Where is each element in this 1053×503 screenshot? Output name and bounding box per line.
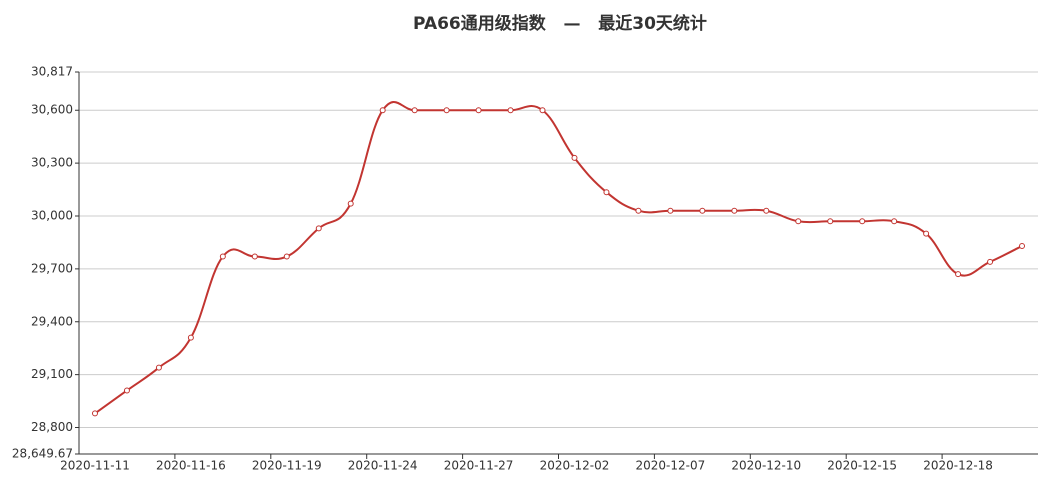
y-tick-label: 28,649.67 [12, 447, 73, 461]
point [283, 253, 290, 260]
point [763, 207, 770, 214]
x-tick-label: 2020-12-07 [636, 459, 706, 473]
point [91, 410, 98, 417]
point [923, 230, 930, 237]
point [699, 207, 706, 214]
point [219, 253, 226, 260]
point [155, 364, 162, 371]
point [187, 334, 194, 341]
point [507, 107, 514, 114]
point [475, 107, 482, 114]
point [347, 200, 354, 207]
point [667, 207, 674, 214]
point [731, 207, 738, 214]
point [859, 218, 866, 225]
point [603, 189, 610, 196]
point [571, 154, 578, 161]
y-tick-label: 30,300 [31, 156, 73, 170]
x-tick-label: 2020-11-19 [252, 459, 322, 473]
y-tick-label: 29,700 [31, 261, 73, 275]
y-tick-label: 28,800 [31, 420, 73, 434]
y-tick-label: 29,400 [31, 314, 73, 328]
point [635, 207, 642, 214]
point [891, 218, 898, 225]
x-tick-label: 2020-11-27 [444, 459, 514, 473]
point [827, 218, 834, 225]
point [411, 107, 418, 114]
chart-title: PA66通用级指数 — 最近30天统计 [413, 13, 707, 34]
x-tick-label: 2020-12-02 [540, 459, 610, 473]
point [315, 225, 322, 232]
x-tick-label: 2020-11-16 [156, 459, 226, 473]
point [795, 218, 802, 225]
x-tick-label: 2020-11-24 [348, 459, 418, 473]
point [123, 387, 130, 394]
point [539, 107, 546, 114]
point [251, 253, 258, 260]
point [955, 271, 962, 278]
y-tick-label: 30,600 [31, 103, 73, 117]
point [379, 107, 386, 114]
x-tick-label: 2020-12-15 [827, 459, 897, 473]
point [987, 258, 994, 265]
y-tick-label: 30,817 [31, 65, 73, 79]
y-tick-label: 30,000 [31, 208, 73, 222]
line [94, 101, 1023, 415]
x-tick-label: 2020-12-10 [731, 459, 801, 473]
point [1019, 242, 1026, 249]
point [443, 107, 450, 114]
x-tick-label: 2020-12-18 [923, 459, 993, 473]
x-tick-label: 2020-11-11 [60, 459, 130, 473]
y-tick-label: 29,100 [31, 367, 73, 381]
